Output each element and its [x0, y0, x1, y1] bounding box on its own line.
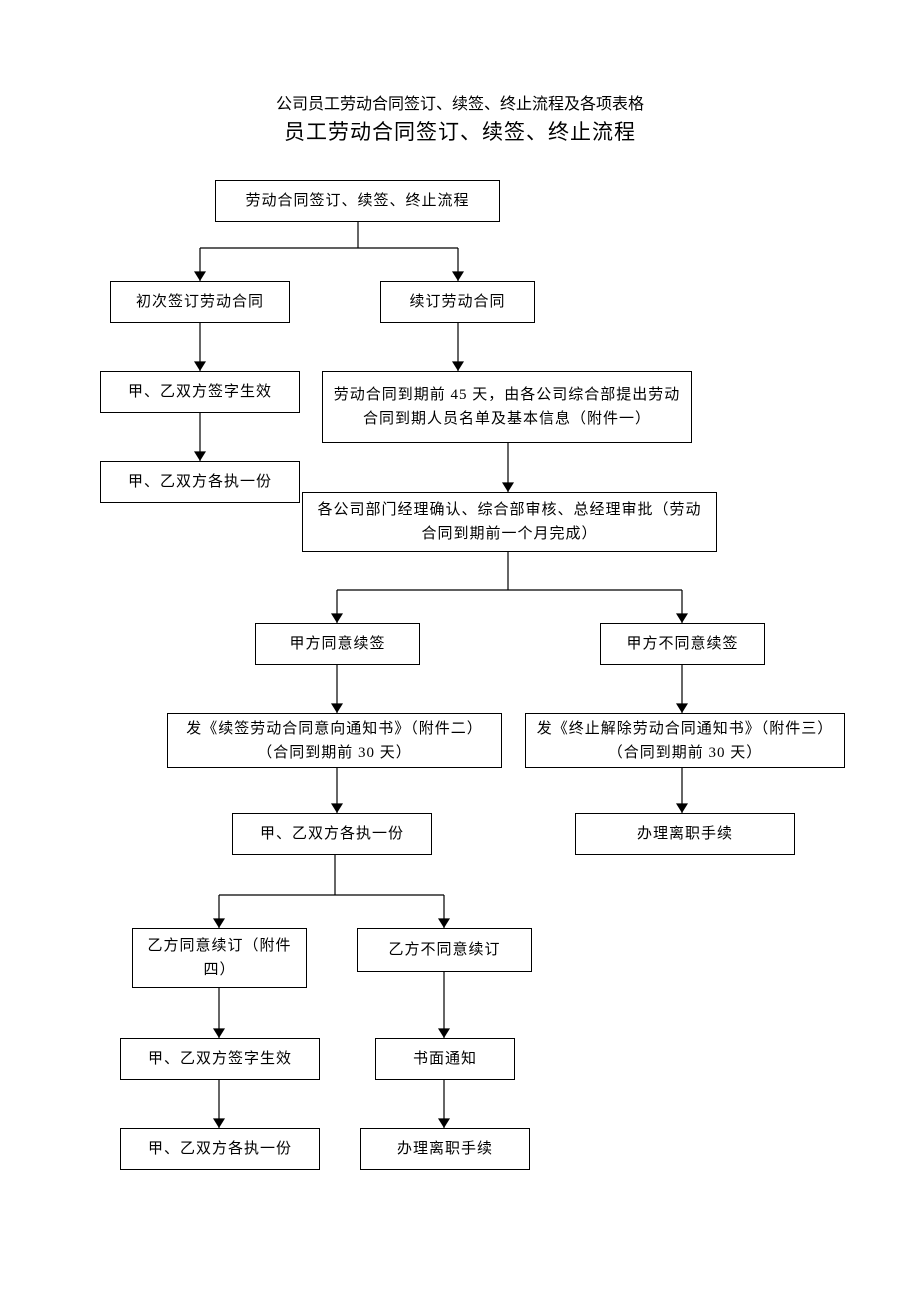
- flow-node-n_notice: 发《续签劳动合同意向通知书》（附件二）（合同到期前 30 天）: [167, 713, 502, 768]
- flow-node-n_info: 劳动合同到期前 45 天，由各公司综合部提出劳动合同到期人员名单及基本信息（附件…: [322, 371, 692, 443]
- flow-node-n_renew: 续订劳动合同: [380, 281, 535, 323]
- doc-title-2: 员工劳动合同签订、续签、终止流程: [0, 116, 920, 146]
- arrowhead-icon: [331, 803, 343, 813]
- flow-node-n_no: 甲方不同意续签: [600, 623, 765, 665]
- arrowhead-icon: [194, 361, 206, 371]
- edge-0: [200, 222, 458, 281]
- arrowhead-icon: [194, 451, 206, 461]
- arrowhead-icon: [213, 1028, 225, 1038]
- arrowhead-icon: [331, 613, 343, 623]
- edge-10: [219, 855, 444, 928]
- arrowhead-icon: [676, 803, 688, 813]
- flow-node-n_copy3: 甲、乙双方各执一份: [120, 1128, 320, 1170]
- flow-node-n_agree: 甲方同意续签: [255, 623, 420, 665]
- arrowhead-icon: [438, 1028, 450, 1038]
- flow-node-n_sign1: 甲、乙双方签字生效: [100, 371, 300, 413]
- flow-node-n_leave1: 办理离职手续: [575, 813, 795, 855]
- arrowhead-icon: [452, 361, 464, 371]
- flow-node-n_yagree: 乙方同意续订（附件四）: [132, 928, 307, 988]
- flow-node-n_leave2: 办理离职手续: [360, 1128, 530, 1170]
- flow-node-n_root: 劳动合同签订、续签、终止流程: [215, 180, 500, 222]
- flow-node-n_written: 书面通知: [375, 1038, 515, 1080]
- flow-node-n_yno: 乙方不同意续订: [357, 928, 532, 972]
- flow-node-n_copy2: 甲、乙双方各执一份: [232, 813, 432, 855]
- edge-5: [337, 552, 682, 623]
- flow-node-n_sign2: 甲、乙双方签字生效: [120, 1038, 320, 1080]
- arrowhead-icon: [438, 918, 450, 928]
- arrowhead-icon: [213, 1118, 225, 1128]
- arrowhead-icon: [331, 703, 343, 713]
- flow-node-n_term: 发《终止解除劳动合同通知书》（附件三）（合同到期前 30 天）: [525, 713, 845, 768]
- arrowhead-icon: [213, 918, 225, 928]
- arrowhead-icon: [502, 482, 514, 492]
- arrowhead-icon: [194, 271, 206, 281]
- doc-title-1: 公司员工劳动合同签订、续签、终止流程及各项表格: [0, 90, 920, 114]
- flow-node-n_copy1: 甲、乙双方各执一份: [100, 461, 300, 503]
- arrowhead-icon: [452, 271, 464, 281]
- flow-node-n_first: 初次签订劳动合同: [110, 281, 290, 323]
- arrowhead-icon: [676, 613, 688, 623]
- arrowhead-icon: [676, 703, 688, 713]
- arrowhead-icon: [438, 1118, 450, 1128]
- flow-node-n_review: 各公司部门经理确认、综合部审核、总经理审批（劳动合同到期前一个月完成）: [302, 492, 717, 552]
